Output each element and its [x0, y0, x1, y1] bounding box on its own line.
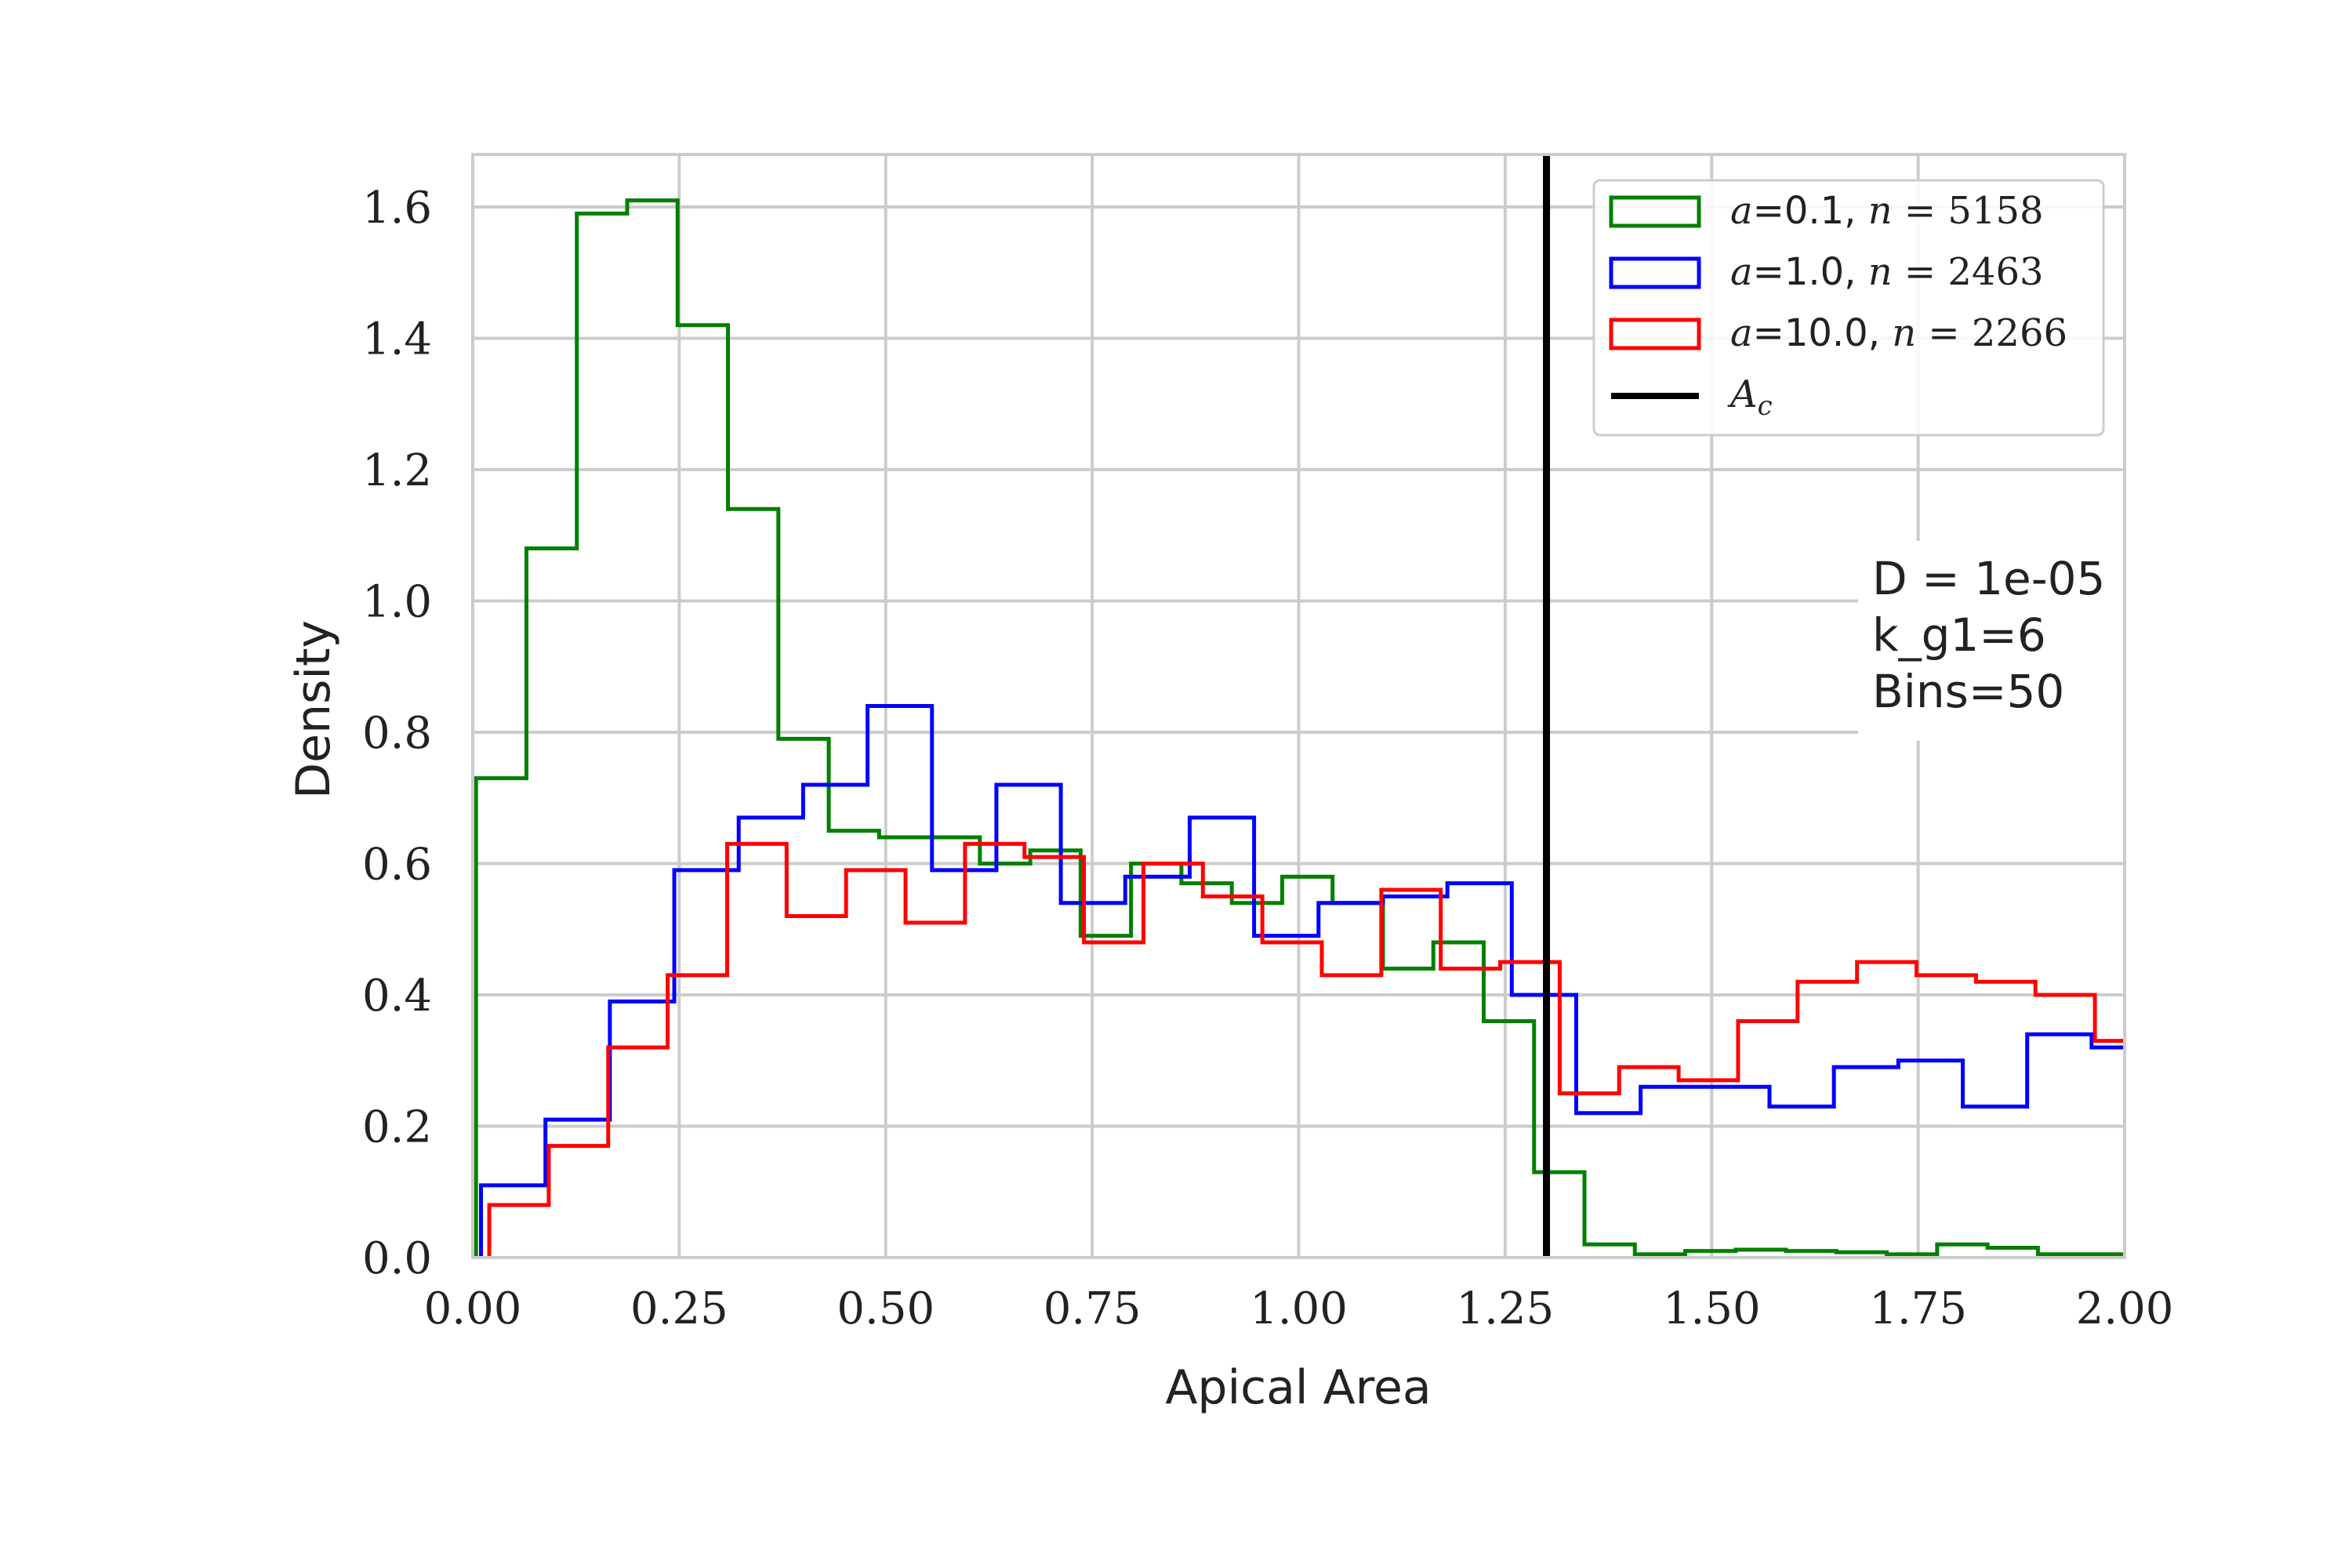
histogram-step-blue [479, 704, 2125, 1258]
annotation-line-bins: Bins=50 [1872, 665, 2064, 718]
x-tick-label: 1.00 [1250, 1283, 1348, 1334]
y-tick-labels: 0.0 0.2 0.4 0.6 0.8 1.0 1.2 1.4 1.6 [362, 183, 432, 1284]
y-tick-label: 0.6 [362, 840, 432, 891]
x-tick-label: 1.50 [1663, 1283, 1761, 1334]
y-tick-label: 1.4 [362, 314, 432, 365]
y-tick-label: 0.8 [362, 708, 432, 759]
legend-swatch-red [1609, 318, 1701, 350]
x-tick-label: 0.50 [837, 1283, 935, 1334]
legend-swatch-blue [1609, 256, 1701, 289]
x-tick-label: 0.75 [1044, 1283, 1142, 1334]
plot-area [474, 154, 2125, 1258]
histogram-series [474, 198, 2125, 1258]
histogram-step-green [474, 198, 2125, 1258]
plot-frame [471, 153, 2126, 1259]
y-tick-label: 0.4 [362, 971, 432, 1022]
x-tick-label: 2.00 [2076, 1283, 2174, 1334]
y-tick-label: 1.6 [362, 183, 432, 234]
y-tick-label: 0.2 [362, 1102, 432, 1153]
annotation-line-d: D = 1e-05 [1872, 552, 2105, 605]
legend-entry-green: a=0.1, n = 5158 [1730, 189, 2044, 233]
x-tick-labels: 0.00 0.25 0.50 0.75 1.00 1.25 1.50 1.75 2.00 [424, 1283, 2174, 1334]
legend-box [1592, 179, 2105, 437]
y-tick-label: 1.2 [362, 445, 432, 496]
x-tick-label: 0.00 [424, 1283, 522, 1334]
x-tick-label: 0.25 [630, 1283, 728, 1334]
y-tick-label: 1.0 [362, 577, 432, 628]
x-tick-label: 1.75 [1869, 1283, 1967, 1334]
annotation-background [1858, 541, 2123, 741]
parameter-annotation: D = 1e-05 k_g1=6 Bins=50 [1858, 541, 2123, 741]
histogram-step-red [487, 841, 2125, 1258]
annotation-line-kg1: k_g1=6 [1872, 608, 2046, 662]
x-axis-label: Apical Area [1165, 1360, 1431, 1415]
legend-entry-ac: Ac [1727, 372, 1773, 422]
y-axis-label: Density [286, 620, 341, 799]
x-tick-label: 1.25 [1457, 1283, 1555, 1334]
legend-swatch-green [1609, 195, 1701, 228]
legend-entry-red: a=10.0, n = 2266 [1730, 311, 2067, 355]
legend-entry-blue: a=1.0, n = 2463 [1730, 250, 2044, 294]
grid-lines [471, 154, 2126, 1259]
legend: a=0.1, n = 5158 a=1.0, n = 2463 a=10.0, … [1592, 179, 2105, 437]
y-tick-label: 0.0 [362, 1233, 432, 1284]
